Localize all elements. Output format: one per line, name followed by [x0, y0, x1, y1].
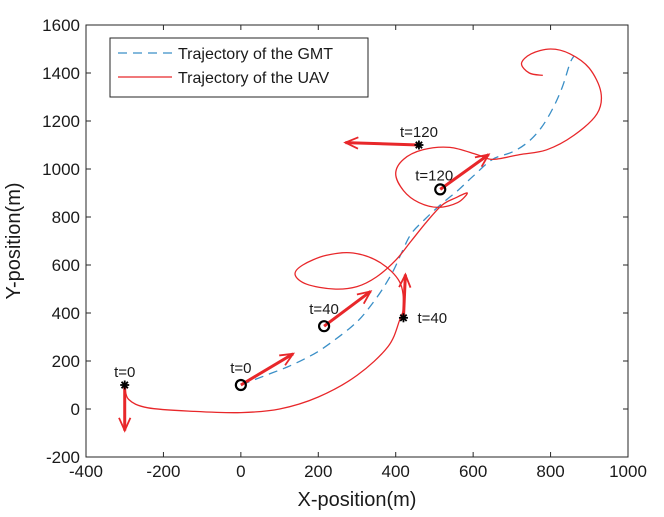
- y-tick-label: -200: [46, 448, 80, 467]
- legend-box: [109, 37, 369, 98]
- velocity-arrow: [439, 153, 490, 191]
- x-tick-label: -200: [146, 462, 180, 481]
- y-tick-label: 800: [52, 208, 80, 227]
- x-axis-ticks: -400 -200 0 200 400 600 800 1000: [69, 25, 647, 481]
- annotation-layer: t=0 t=0 t=40 t=40 t=120 t=120: [114, 124, 491, 433]
- uav-trajectory-line: [124, 48, 603, 414]
- time-label: t=0: [230, 360, 251, 377]
- star-marker: [414, 140, 424, 150]
- y-tick-label: 0: [71, 400, 80, 419]
- y-tick-label: 1600: [42, 16, 80, 35]
- x-tick-label: 0: [236, 462, 245, 481]
- velocity-arrow-head: [343, 136, 359, 150]
- legend-label: Trajectory of the GMT: [178, 46, 333, 63]
- time-label: t=120: [415, 167, 453, 184]
- x-tick-label: 400: [382, 462, 410, 481]
- y-axis-label: Y-position(m): [3, 182, 25, 299]
- x-tick-label: 200: [304, 462, 332, 481]
- velocity-arrow: [240, 352, 294, 387]
- velocity-arrow: [323, 290, 372, 328]
- circle-marker: [317, 320, 331, 333]
- x-tick-label: -400: [69, 462, 103, 481]
- time-label: t=40: [309, 301, 339, 318]
- time-label: t=40: [417, 310, 447, 327]
- x-axis-label: X-position(m): [298, 489, 417, 511]
- circle-marker: [234, 378, 247, 392]
- y-axis-ticks: -200 0 200 400 600 800 1000 1200 1400 1600: [42, 16, 628, 467]
- y-tick-label: 1000: [42, 160, 80, 179]
- x-tick-label: 1000: [609, 462, 647, 481]
- velocity-arrow-head: [356, 290, 373, 305]
- velocity-arrow-head: [474, 153, 491, 168]
- y-tick-label: 1400: [42, 64, 80, 83]
- velocity-arrow: [401, 274, 407, 318]
- legend-label: Trajectory of the UAV: [178, 70, 329, 87]
- y-tick-label: 200: [52, 352, 80, 371]
- gmt-trajectory-line: [240, 55, 575, 386]
- legend: Trajectory of the GMT Trajectory of the U…: [109, 37, 369, 98]
- velocity-arrow-head: [118, 417, 132, 433]
- y-tick-label: 400: [52, 304, 80, 323]
- time-label: t=120: [400, 124, 438, 141]
- x-tick-label: 800: [536, 462, 564, 481]
- series-layer: [124, 48, 603, 414]
- velocity-arrow-head: [398, 272, 412, 288]
- velocity-arrow-head: [279, 352, 296, 366]
- y-tick-label: 600: [52, 256, 80, 275]
- velocity-arrow: [345, 141, 419, 147]
- star-marker: [398, 313, 408, 323]
- y-tick-label: 1200: [42, 112, 80, 131]
- circle-marker: [434, 183, 447, 196]
- x-tick-label: 600: [459, 462, 487, 481]
- star-marker: [120, 380, 130, 390]
- time-label: t=0: [114, 364, 135, 381]
